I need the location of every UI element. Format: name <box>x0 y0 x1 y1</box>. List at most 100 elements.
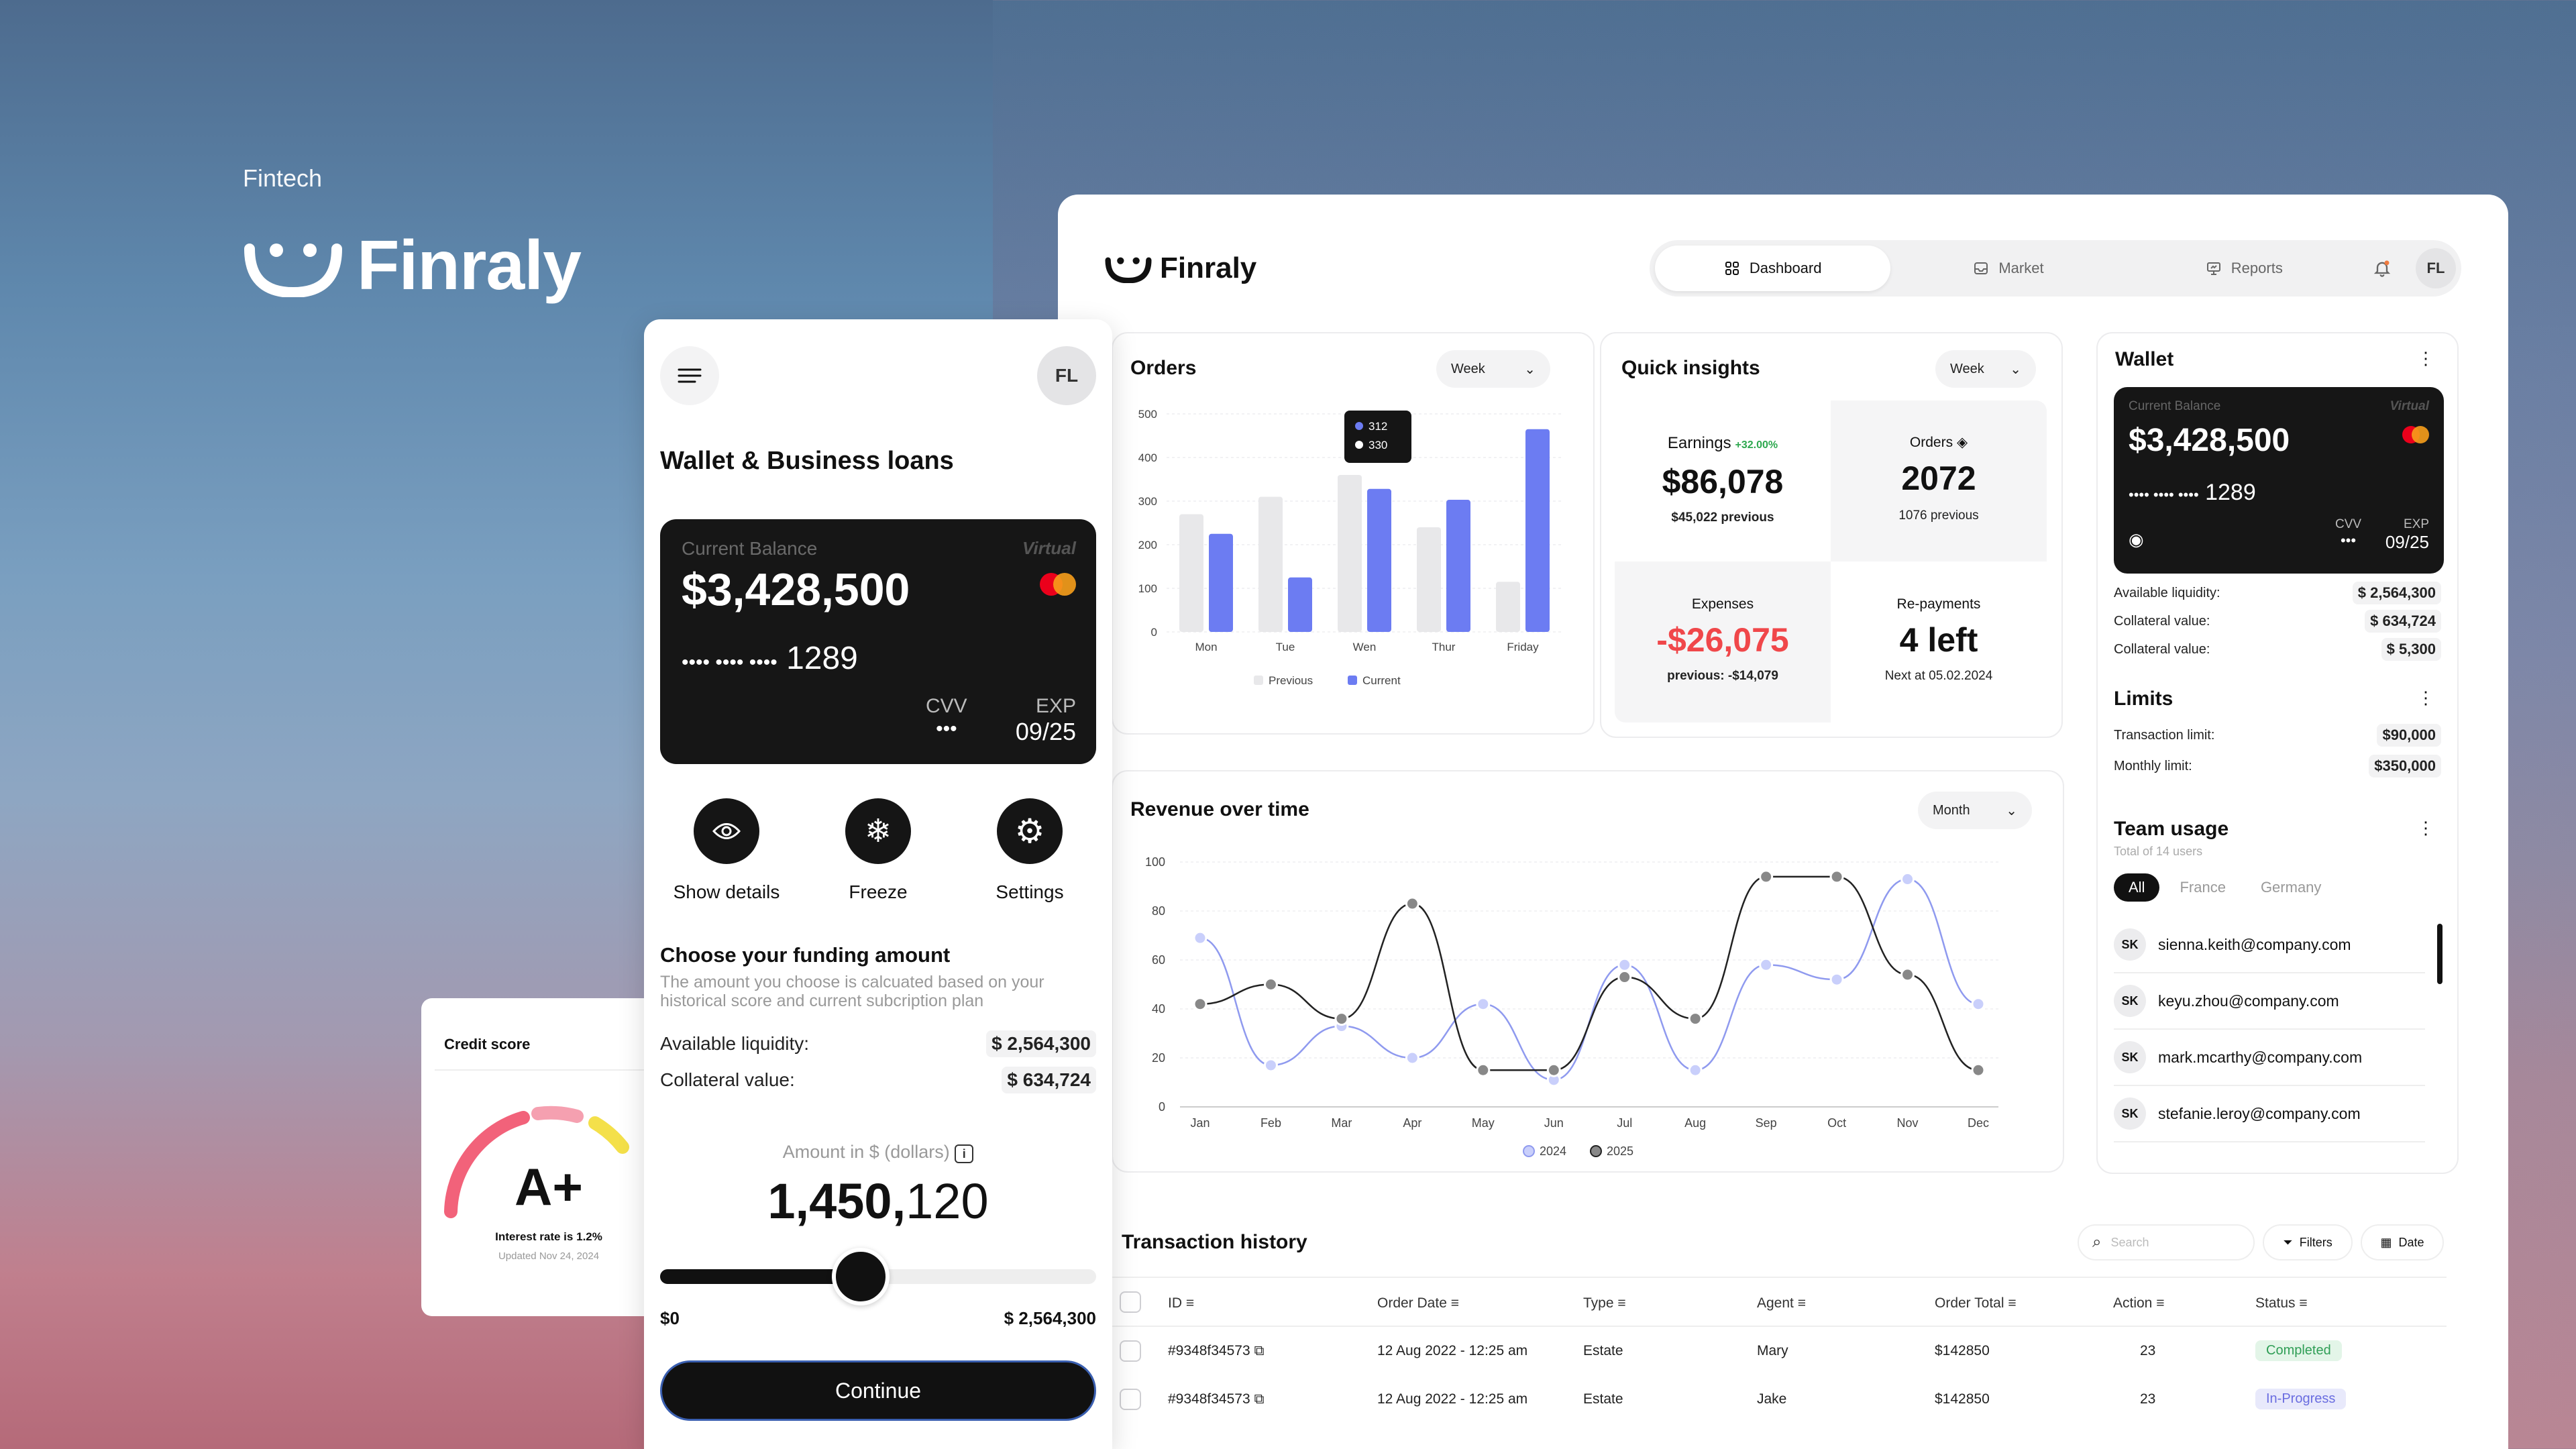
data-point <box>1900 872 1915 887</box>
orders-card: Orders Week ⌄ 0 100 200 300 400 500 Mon Tue Wen T… <box>1112 332 1595 735</box>
inbox-icon <box>1974 262 1988 274</box>
amount-label: Amount in $ (dollars) <box>782 1142 950 1162</box>
continue-button[interactable]: Continue <box>660 1360 1096 1421</box>
nav-dashboard[interactable]: Dashboard <box>1655 246 1891 291</box>
member-avatar: SK <box>2114 985 2146 1017</box>
team-list: SK sienna.keith@company.com SK keyu.zhou@c… <box>2114 917 2425 1142</box>
row-checkbox[interactable] <box>1120 1340 1141 1362</box>
col-label: Type <box>1583 1295 1614 1311</box>
col-date[interactable]: Order Date ≡ <box>1377 1295 1459 1311</box>
legend-swatch <box>1348 676 1357 685</box>
eye-icon[interactable]: ◉ <box>2129 529 2144 549</box>
wallet-exp-label: EXP <box>2403 517 2429 531</box>
wallet-more-icon[interactable]: ⋮ <box>2417 348 2434 368</box>
team-member[interactable]: SK stefanie.leroy@company.com <box>2114 1086 2425 1142</box>
y-tick-label: 100 <box>1145 855 1165 869</box>
user-avatar[interactable]: FL <box>2415 248 2456 288</box>
y-tick-label: 20 <box>1152 1051 1165 1065</box>
x-tick-label: Friday <box>1507 641 1539 653</box>
col-label: Action <box>2113 1295 2153 1311</box>
bar <box>1496 582 1520 632</box>
cell-agent: Jake <box>1757 1391 1787 1407</box>
status-badge: Completed <box>2255 1340 2342 1361</box>
slider-handle[interactable] <box>832 1248 890 1305</box>
amount-label-row: Amount in $ (dollars) i <box>644 1142 1112 1163</box>
freeze-action[interactable]: ❄ Freeze <box>811 798 945 903</box>
wallet-row-label: Collateral value: <box>2114 641 2210 657</box>
member-email: mark.mcarthy@company.com <box>2158 1048 2363 1066</box>
wallet-card[interactable]: Current Balance Virtual $3,428,500 •••• … <box>2114 387 2444 574</box>
wallet-title: Wallet <box>2115 348 2174 370</box>
chevron-down-icon: ⌄ <box>1524 362 1536 377</box>
x-tick-label: Sep <box>1756 1116 1777 1130</box>
team-member[interactable]: SK mark.mcarthy@company.com <box>2114 1030 2425 1086</box>
show-details-action[interactable]: Show details <box>659 798 794 903</box>
grid-icon <box>1725 262 1739 275</box>
team-scrollbar[interactable] <box>2437 924 2443 984</box>
amount-bold: 1,450, <box>767 1173 906 1229</box>
dashboard-logo: Finraly <box>1105 252 1256 285</box>
filter-france[interactable]: France <box>2180 879 2226 896</box>
x-tick-label: Mar <box>1331 1116 1352 1130</box>
bar <box>1525 429 1550 632</box>
limits-more-icon[interactable]: ⋮ <box>2417 688 2434 708</box>
row-checkbox[interactable] <box>1120 1389 1141 1410</box>
funding-row-value: $ 2,564,300 <box>986 1030 1096 1057</box>
col-total[interactable]: Order Total ≡ <box>1935 1295 2017 1311</box>
menu-button[interactable] <box>660 346 719 405</box>
bar <box>1179 514 1203 632</box>
wallet-cvv-label: CVV <box>2335 517 2362 531</box>
transactions-title: Transaction history <box>1122 1231 1307 1253</box>
filter-all[interactable]: All <box>2114 873 2160 902</box>
table-row[interactable]: #9348f34573 ⧉ 12 Aug 2022 - 12:25 am Estat… <box>1112 1377 2447 1425</box>
col-action[interactable]: Action ≡ <box>2113 1295 2165 1311</box>
y-tick-label: 60 <box>1152 953 1165 967</box>
filter-germany[interactable]: Germany <box>2260 879 2322 896</box>
nav-market-label: Market <box>1998 260 2044 276</box>
select-all-checkbox[interactable] <box>1120 1291 1141 1313</box>
date-button[interactable]: ▦ Date <box>2361 1224 2444 1260</box>
funding-slider[interactable] <box>660 1248 1096 1305</box>
search-field[interactable]: ⌕ Search <box>2078 1224 2255 1260</box>
funding-title: Choose your funding amount <box>660 943 951 967</box>
revenue-period-select[interactable]: Month ⌄ <box>1918 792 2032 829</box>
bar <box>1367 488 1391 632</box>
amount-value: 1,450,120 <box>644 1173 1112 1230</box>
team-more-icon[interactable]: ⋮ <box>2417 818 2434 838</box>
wallet-card-virtual: Virtual <box>2390 399 2429 413</box>
limit-row: Monthly limit: $350,000 <box>2114 755 2441 777</box>
mobile-title: Wallet & Business loans <box>660 447 954 475</box>
insights-period-select[interactable]: Week ⌄ <box>1935 350 2036 388</box>
table-row[interactable]: #9348f34573 ⧉ 12 Aug 2022 - 12:25 am Estat… <box>1112 1328 2447 1377</box>
nav-reports[interactable]: Reports <box>2127 246 2362 291</box>
col-agent[interactable]: Agent ≡ <box>1757 1295 1806 1311</box>
expenses-value: -$26,075 <box>1656 621 1789 659</box>
col-status[interactable]: Status ≡ <box>2255 1295 2308 1311</box>
orders-period-select[interactable]: Week ⌄ <box>1436 350 1550 388</box>
legend-swatch <box>1254 676 1263 685</box>
info-icon[interactable]: i <box>955 1144 974 1163</box>
data-point <box>1405 896 1419 911</box>
table-header: ID ≡ Order Date ≡ Type ≡ Agent ≡ Order T… <box>1112 1277 2447 1327</box>
col-id[interactable]: ID ≡ <box>1168 1295 1195 1311</box>
nav-market[interactable]: Market <box>1890 246 2126 291</box>
funding-row-value: $ 634,724 <box>1002 1067 1096 1093</box>
cell-date: 12 Aug 2022 - 12:25 am <box>1377 1343 1528 1358</box>
team-member[interactable]: SK sienna.keith@company.com <box>2114 917 2425 973</box>
y-tick-label: 40 <box>1152 1002 1165 1016</box>
y-tick-label: 200 <box>1138 539 1157 551</box>
orders-chart: 0 100 200 300 400 500 Mon Tue Wen Thur Friday 312 33… <box>1138 408 1562 687</box>
wallet-card-label: Current Balance <box>2129 399 2221 413</box>
col-label: ID <box>1168 1295 1182 1311</box>
eye-icon <box>694 798 759 864</box>
notifications-button[interactable] <box>2362 259 2402 278</box>
filters-button[interactable]: ⏷ Filters <box>2263 1224 2353 1260</box>
bar <box>1446 500 1470 632</box>
settings-action[interactable]: ⚙ Settings <box>963 798 1097 903</box>
data-point <box>1476 1063 1491 1077</box>
col-type[interactable]: Type ≡ <box>1583 1295 1626 1311</box>
card-label: Current Balance <box>682 538 818 559</box>
mobile-balance-card[interactable]: Current Balance Virtual $3,428,500 •••• … <box>660 519 1096 764</box>
mobile-avatar[interactable]: FL <box>1037 346 1096 405</box>
team-member[interactable]: SK keyu.zhou@company.com <box>2114 973 2425 1030</box>
